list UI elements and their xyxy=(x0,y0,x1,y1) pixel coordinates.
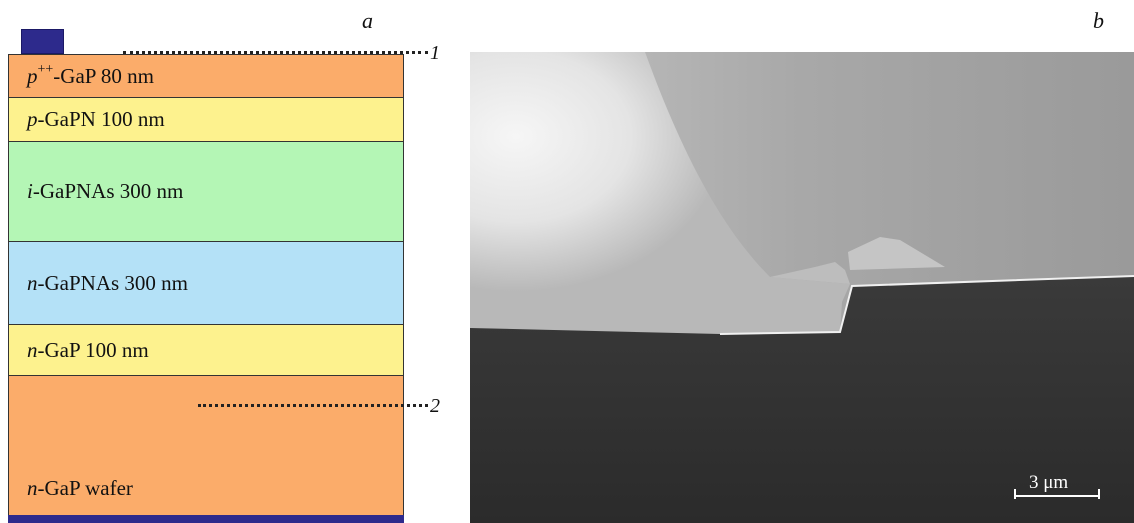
marker-line-1 xyxy=(123,51,428,54)
layer-prefix: p xyxy=(27,63,38,88)
layer-n-gapnas: n-GaPNAs 300 nm xyxy=(8,241,404,325)
panel-label-b: b xyxy=(1093,8,1104,33)
layer-p-gap: p++-GaP 80 nm xyxy=(8,54,404,98)
layer-i-gapnas: i-GaPNAs 300 nm xyxy=(8,141,404,242)
layer-superscript: ++ xyxy=(37,61,54,77)
bottom-contact xyxy=(8,515,404,523)
scale-bar xyxy=(1014,489,1100,499)
layer-label: -GaP 80 nm xyxy=(53,63,155,88)
scale-bar-label: 3 μm xyxy=(1029,472,1069,493)
panel-label-a: a xyxy=(362,8,373,33)
layer-label: -GaPNAs 300 nm xyxy=(37,270,189,295)
layer-label: -GaPN 100 nm xyxy=(37,107,165,131)
marker-line-2 xyxy=(198,404,428,407)
layer-n-gap-wafer: n-GaP wafer xyxy=(8,375,404,516)
layer-prefix: p xyxy=(27,107,38,131)
layer-prefix: n xyxy=(27,270,38,295)
wafer-region xyxy=(470,276,1134,523)
marker-label-2: 2 xyxy=(430,395,440,417)
layer-p-gapn: p-GaPN 100 nm xyxy=(8,97,404,142)
debris xyxy=(848,237,945,270)
top-contact xyxy=(21,29,64,54)
layer-prefix: i xyxy=(27,179,33,203)
marker-label-1: 1 xyxy=(430,42,440,64)
layer-n-gap: n-GaP 100 nm xyxy=(8,324,404,376)
bright-edge xyxy=(719,275,1134,335)
sem-micrograph xyxy=(470,52,1134,523)
layer-prefix: n xyxy=(27,337,38,362)
surface-ridge xyxy=(770,262,850,284)
layer-label: -GaP wafer xyxy=(37,476,133,500)
layer-label: -GaP 100 nm xyxy=(37,337,149,362)
layer-prefix: n xyxy=(27,476,38,500)
layer-label: -GaPNAs 300 nm xyxy=(32,179,184,203)
cleaved-face xyxy=(470,52,850,334)
